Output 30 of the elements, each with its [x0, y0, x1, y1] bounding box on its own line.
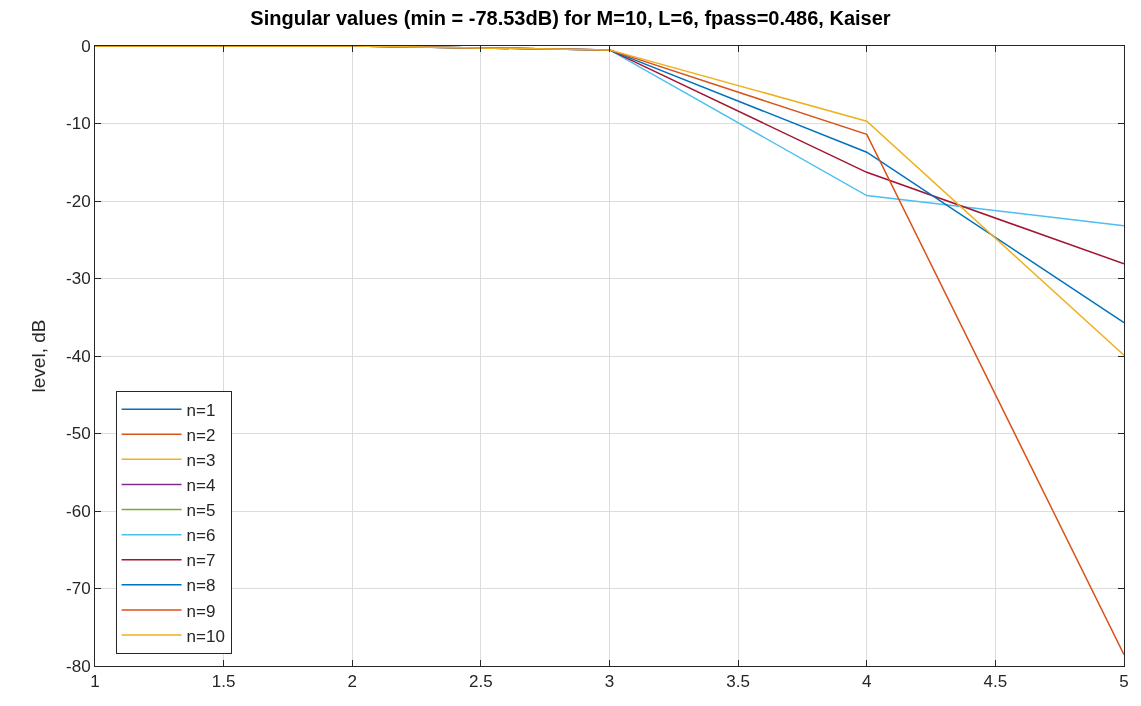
legend-label: n=7	[186, 551, 216, 571]
legend-label: n=6	[186, 526, 216, 546]
y-tick-label: -80	[66, 656, 91, 676]
y-tick-label: -20	[66, 191, 91, 211]
legend-label: n=3	[186, 450, 216, 470]
x-tick-label: 3.5	[726, 672, 750, 692]
y-tick-label: -60	[66, 501, 91, 521]
x-tick-label: 3	[604, 672, 615, 692]
legend-label: n=1	[186, 400, 216, 420]
x-tick-label: 4	[862, 672, 872, 692]
x-tick-label: 1.5	[211, 672, 236, 692]
legend-label: n=4	[186, 476, 216, 496]
x-tick-label: 2.5	[469, 672, 493, 692]
legend-label: n=10	[186, 626, 225, 646]
y-tick-label: -30	[66, 269, 91, 289]
legend-label: n=2	[186, 425, 216, 445]
x-tick-label: 2	[347, 672, 357, 692]
y-tick-label: -50	[66, 424, 91, 444]
legend-label: n=9	[186, 601, 216, 621]
x-tick-label: 4.5	[983, 672, 1008, 692]
x-tick-label: 5	[1119, 672, 1129, 692]
legend-label: n=8	[186, 576, 216, 596]
chart-title: Singular values (min = -78.53dB) for M=10, L=6, fpass=0.486, Kaiser	[250, 6, 891, 29]
y-tick-label: -10	[66, 114, 91, 134]
y-axis-title: level, dB	[27, 319, 49, 393]
y-tick-label: -70	[66, 579, 91, 599]
y-tick-label: 0	[81, 36, 91, 56]
legend-label: n=5	[186, 501, 216, 521]
x-tick-label: 1	[90, 672, 100, 692]
y-tick-label: -40	[66, 346, 91, 366]
